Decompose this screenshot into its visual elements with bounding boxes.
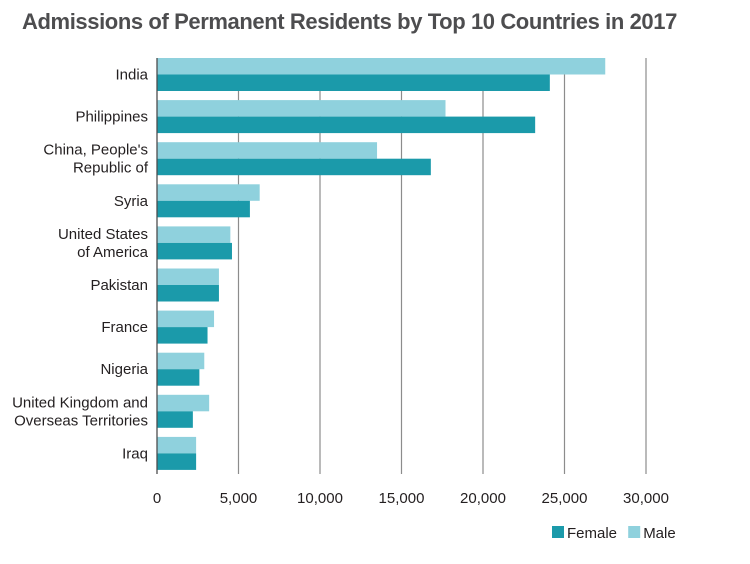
legend-swatch-female (552, 526, 564, 538)
category-label: China, People's Republic of (43, 142, 148, 177)
legend-label-male: Male (643, 525, 676, 542)
category-label: Syria (114, 193, 149, 210)
bar-male (157, 142, 378, 159)
category-label: India (115, 67, 148, 84)
bar-female (157, 411, 193, 428)
category-labels: India Philippines China, People's Republic … (12, 67, 149, 463)
bar-male (157, 394, 210, 412)
x-tick-label: 15,000 (379, 490, 425, 507)
bar-male (157, 226, 231, 243)
bar-female (157, 327, 208, 344)
bar-male (157, 352, 205, 370)
legend-label-female: Female (567, 525, 617, 542)
category-label: United Kingdom and Overseas Territories (12, 394, 148, 429)
x-tick-label: 0 (153, 490, 161, 507)
legend: Female Male (552, 525, 676, 542)
bar-female (157, 200, 250, 218)
category-label: Pakistan (90, 277, 148, 294)
category-label: France (101, 319, 148, 336)
category-label: United States of America (58, 226, 149, 261)
category-label: Nigeria (100, 361, 148, 378)
bar-male (157, 436, 197, 454)
x-tick-label: 10,000 (297, 490, 343, 507)
x-tick-label: 30,000 (623, 490, 669, 507)
chart-title: Admissions of Permanent Residents by Top… (22, 9, 677, 34)
bar-male (157, 58, 606, 75)
bar-female (157, 453, 197, 470)
bar-female (157, 74, 550, 91)
bars (157, 58, 606, 470)
category-label: Philippines (75, 109, 148, 126)
bar-female (157, 116, 536, 134)
bar-female (157, 369, 200, 386)
x-tick-label: 5,000 (220, 490, 258, 507)
legend-swatch-male (628, 526, 641, 538)
bar-female (157, 242, 232, 260)
bar-male (157, 268, 219, 285)
bar-male (157, 184, 260, 201)
bar-male (157, 100, 446, 117)
category-label: Iraq (122, 445, 148, 462)
bar-female (157, 285, 219, 302)
x-tick-label: 20,000 (460, 490, 506, 507)
x-tick-labels: 0 5,000 10,000 15,000 20,000 25,000 30,000 (153, 490, 669, 507)
x-tick-label: 25,000 (542, 490, 588, 507)
bar-male (157, 310, 215, 328)
bar-female (157, 158, 431, 176)
